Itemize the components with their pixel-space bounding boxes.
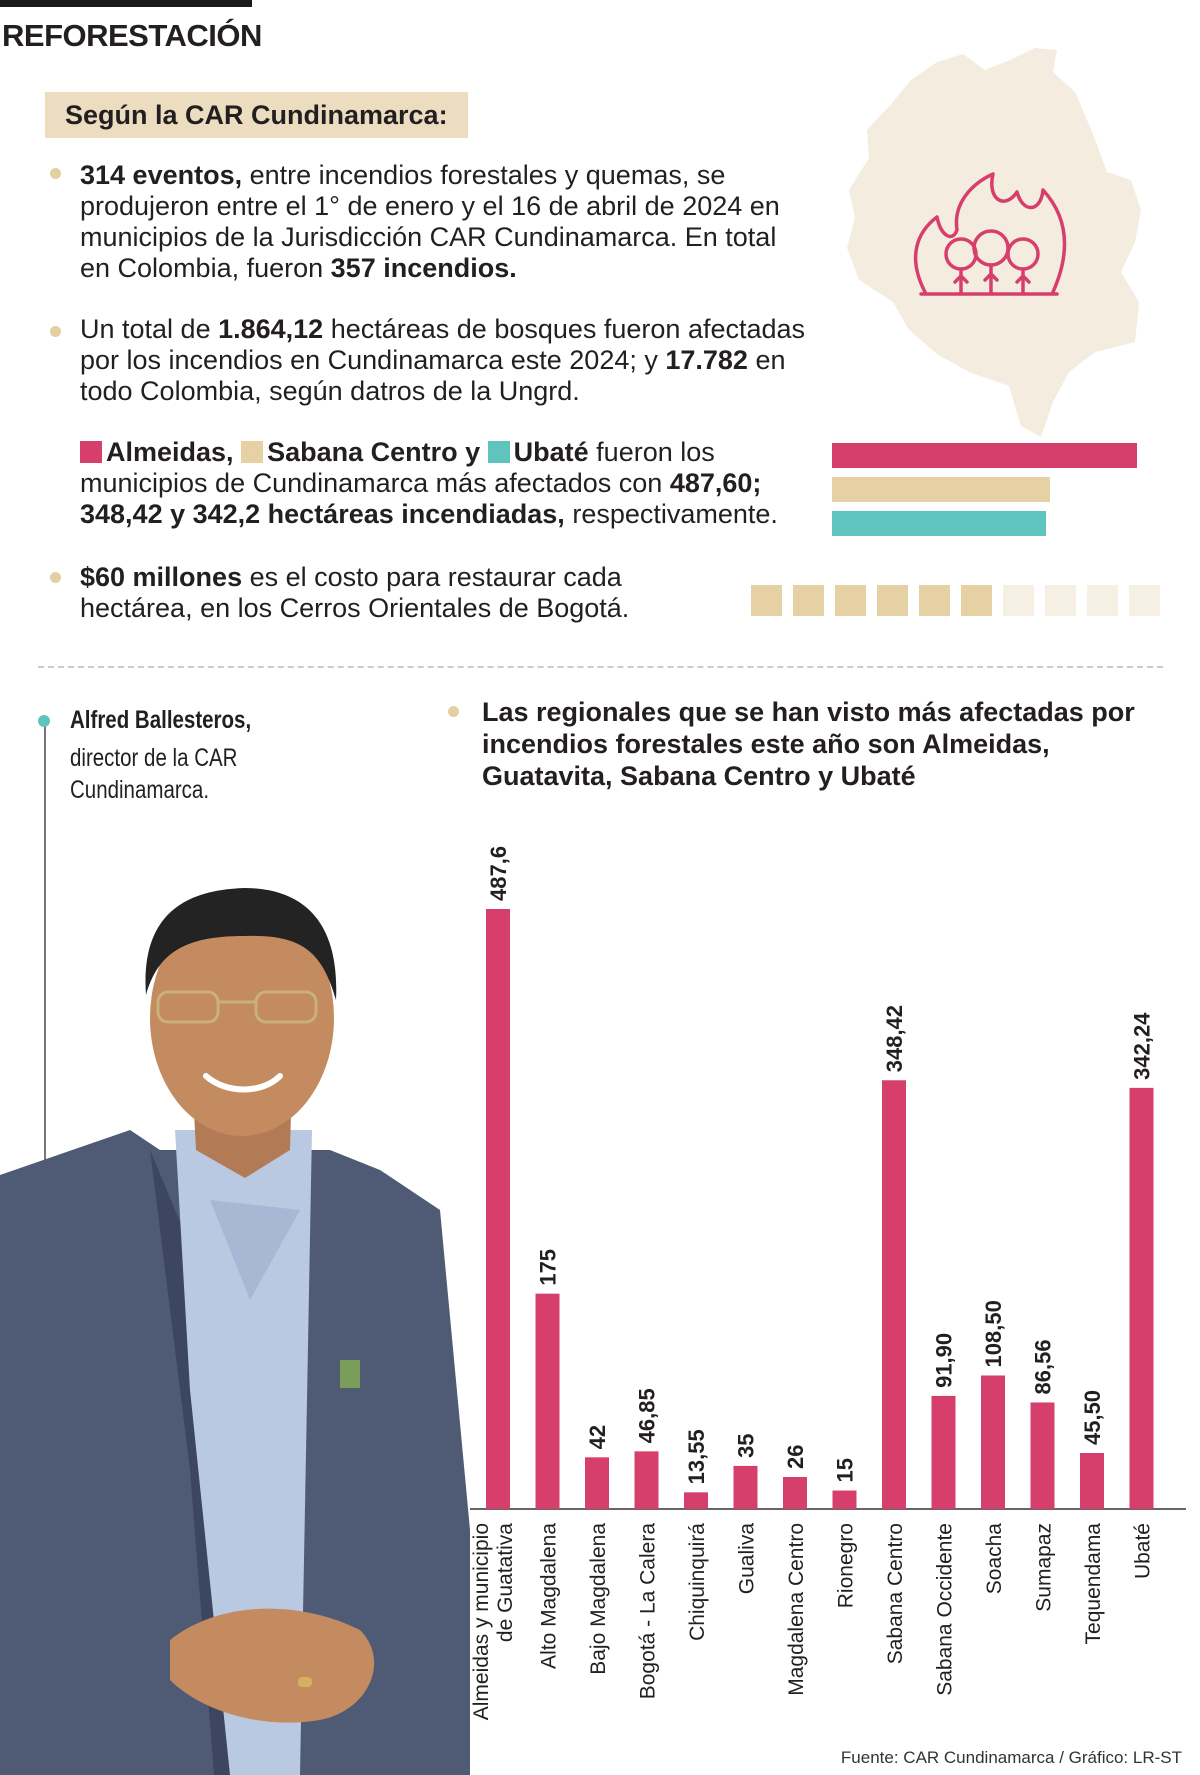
bar	[1129, 1087, 1154, 1509]
source-tag: Según la CAR Cundinamarca:	[45, 92, 468, 138]
data-label: 15	[833, 1458, 858, 1482]
category-label: Bogotá - La Calera	[637, 1523, 660, 1700]
person-name: Alfred Ballesteros,	[70, 706, 252, 734]
highlight-bar-ubaté	[832, 511, 1047, 536]
top-rule	[0, 0, 252, 7]
fact-most-affected: Almeidas, Sabana Centro y Ubaté fueron l…	[80, 437, 778, 529]
regional-bar-chart: 487,6 Almeidas y municipio de Guatativa 175…	[470, 846, 1186, 1720]
source-note: Fuente: CAR Cundinamarca / Gráfico: LR-S…	[840, 1748, 1182, 1767]
forest-fire-icon	[913, 172, 1067, 296]
bar	[535, 1293, 560, 1509]
data-label: 348,42	[882, 1005, 907, 1072]
data-label: 45,50	[1080, 1390, 1105, 1445]
data-label: 175	[536, 1249, 561, 1286]
bar	[931, 1395, 956, 1509]
cost-square-empty	[1045, 585, 1076, 616]
category-label: Soacha	[983, 1523, 1006, 1595]
category-label: Sabana Occidente	[934, 1523, 957, 1696]
category-label: de Guatativa	[494, 1523, 517, 1642]
cost-square-filled	[877, 585, 908, 616]
colombia-map-icon	[847, 48, 1141, 437]
cost-square-filled	[919, 585, 950, 616]
category-label: Sabana Centro	[884, 1523, 907, 1664]
bar	[1030, 1402, 1055, 1509]
section-title: REFORESTACIÓN	[2, 18, 262, 53]
data-label: 42	[585, 1425, 610, 1449]
person-photo	[0, 888, 470, 1775]
data-label: 487,6	[486, 846, 511, 901]
person-role: director de la CAR Cundinamarca.	[70, 744, 238, 804]
data-label: 91,90	[932, 1333, 957, 1388]
data-label: 35	[734, 1433, 759, 1457]
bar	[585, 1457, 609, 1509]
legend-square-ubate	[487, 441, 510, 463]
legend-square-almeidas	[80, 441, 102, 463]
bullet-dot	[50, 168, 61, 179]
category-label: Rionegro	[835, 1523, 858, 1608]
bar	[981, 1375, 1005, 1509]
bullet-dot	[448, 706, 459, 717]
bar	[684, 1492, 708, 1509]
bar	[882, 1080, 906, 1509]
cost-square-empty	[1087, 585, 1118, 616]
cost-square-filled	[793, 585, 824, 616]
bar	[832, 1490, 857, 1509]
bar	[1080, 1453, 1104, 1509]
fact-events: 314 eventos, entre incendios forestales …	[80, 160, 780, 283]
cost-square-filled	[961, 585, 992, 616]
cost-square-empty	[1129, 585, 1160, 616]
category-label: Tequendama	[1082, 1523, 1105, 1645]
highlight-bar-almeidas	[832, 443, 1137, 468]
fact-hectares: Un total de 1.864,12 hectáreas de bosque…	[80, 314, 806, 406]
data-label: 342,24	[1130, 1012, 1155, 1080]
category-label: Almeidas y municipio	[470, 1523, 493, 1720]
fact-cost: $60 millones es el costo para restaurar …	[80, 562, 630, 623]
category-label: Sumapaz	[1033, 1523, 1056, 1612]
highlight-bar-sabana-centro	[832, 477, 1050, 502]
cost-square-filled	[751, 585, 782, 616]
category-label: Magdalena Centro	[785, 1523, 808, 1696]
category-label: Gualiva	[736, 1523, 759, 1595]
category-label: Ubaté	[1132, 1523, 1155, 1579]
data-label: 86,56	[1031, 1339, 1056, 1394]
cost-square-filled	[835, 585, 866, 616]
bar	[486, 909, 510, 1509]
quote-line	[44, 722, 46, 1162]
data-label: 108,50	[981, 1300, 1006, 1367]
bar	[733, 1465, 758, 1509]
data-label: 13,55	[684, 1429, 709, 1484]
category-label: Bajo Magdalena	[587, 1523, 610, 1675]
data-label: 46,85	[635, 1388, 660, 1443]
bullet-dot	[50, 572, 61, 583]
data-label: 26	[783, 1445, 808, 1469]
bar	[634, 1451, 659, 1509]
legend-square-sabana-centro	[241, 441, 264, 463]
cost-square-empty	[1003, 585, 1034, 616]
bullet-dot	[50, 326, 61, 337]
teal-dot	[38, 715, 50, 727]
bar	[783, 1477, 807, 1509]
dashed-divider	[38, 666, 1163, 668]
chart-title: Las regionales que se han visto más afec…	[482, 697, 1135, 791]
category-label: Chiquinquirá	[686, 1523, 709, 1641]
category-label: Alto Magdalena	[538, 1523, 561, 1669]
